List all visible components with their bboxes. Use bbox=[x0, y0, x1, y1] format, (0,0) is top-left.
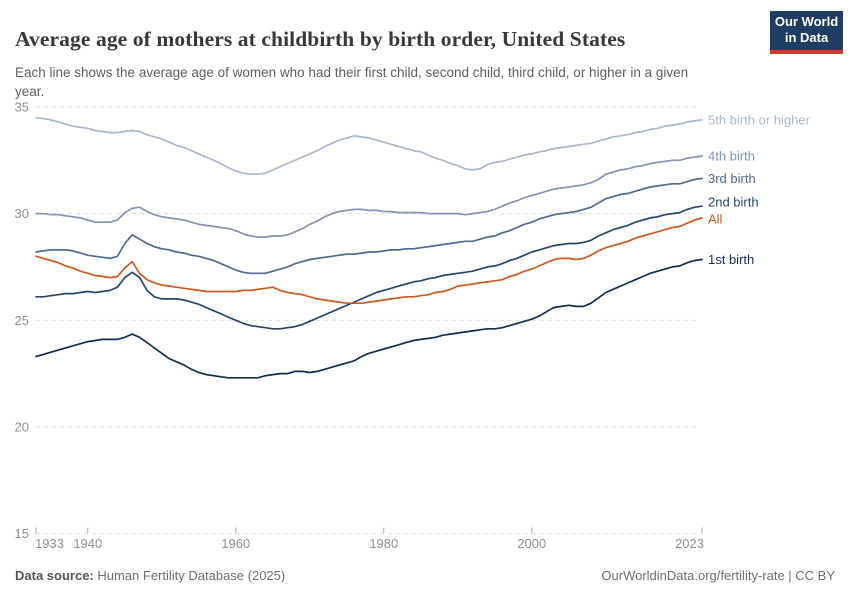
y-axis-label-20: 20 bbox=[15, 419, 29, 434]
series-label-all[interactable]: All bbox=[708, 211, 723, 226]
y-axis-label-30: 30 bbox=[15, 206, 29, 221]
line-4th-birth[interactable] bbox=[35, 155, 703, 238]
x-axis-label-1980: 1980 bbox=[369, 536, 398, 551]
data-source-label: Data source: bbox=[15, 568, 94, 583]
chart-subtitle: Each line shows the average age of women… bbox=[15, 64, 689, 100]
x-axis-label-1933: 1933 bbox=[35, 536, 64, 551]
data-source-text: Human Fertility Database (2025) bbox=[93, 568, 286, 583]
page-title: Average age of mothers at childbirth by … bbox=[15, 27, 626, 52]
line-1st-birth[interactable] bbox=[35, 258, 703, 379]
y-axis-label-25: 25 bbox=[15, 313, 29, 328]
y-axis-label-15: 15 bbox=[15, 526, 29, 541]
series-label-2nd-birth[interactable]: 2nd birth bbox=[708, 195, 759, 210]
line-2nd-birth[interactable] bbox=[35, 205, 703, 330]
series-label-3rd-birth[interactable]: 3rd birth bbox=[708, 171, 756, 186]
owid-logo-line1: Our World bbox=[774, 14, 839, 29]
series-label-5th-birth-or-higher[interactable]: 5th birth or higher bbox=[708, 112, 811, 127]
owid-link[interactable]: OurWorldinData.org/fertility-rate | CC B… bbox=[601, 568, 835, 583]
series-label-1st-birth[interactable]: 1st birth bbox=[708, 252, 754, 267]
series-label-4th-birth[interactable]: 4th birth bbox=[708, 149, 755, 164]
x-axis-label-1960: 1960 bbox=[221, 536, 250, 551]
y-axis-label-35: 35 bbox=[15, 100, 29, 115]
x-axis-label-2023: 2023 bbox=[675, 536, 704, 551]
line-5th-birth-or-higher[interactable] bbox=[35, 116, 703, 176]
data-source-note: Data source: Human Fertility Database (2… bbox=[15, 568, 285, 583]
x-axis-label-2000: 2000 bbox=[517, 536, 546, 551]
owid-logo-line2: in Data bbox=[784, 30, 829, 45]
owid-logo[interactable]: Our World in Data bbox=[770, 11, 843, 54]
line-3rd-birth[interactable] bbox=[35, 177, 703, 275]
x-axis-label-1940: 1940 bbox=[73, 536, 102, 551]
line-all[interactable] bbox=[35, 217, 703, 305]
